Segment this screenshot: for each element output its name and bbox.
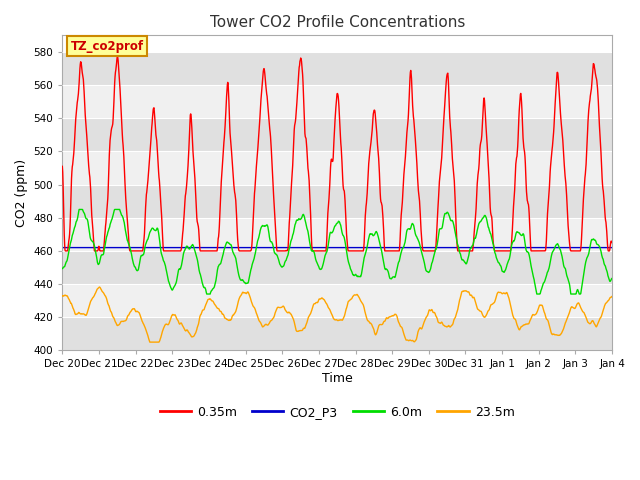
CO2_P3 bbox=[58, 245, 66, 251]
23.5m bbox=[243, 290, 251, 296]
X-axis label: Time: Time bbox=[322, 372, 353, 385]
6.0m bbox=[608, 276, 616, 281]
0.35m bbox=[58, 164, 66, 169]
6.0m bbox=[203, 291, 211, 297]
23.5m bbox=[423, 313, 431, 319]
6.0m bbox=[495, 260, 503, 266]
0.35m bbox=[608, 240, 616, 245]
0.35m bbox=[181, 198, 189, 204]
Line: 23.5m: 23.5m bbox=[62, 287, 612, 342]
Y-axis label: CO2 (ppm): CO2 (ppm) bbox=[15, 159, 28, 227]
6.0m bbox=[58, 266, 66, 272]
23.5m bbox=[168, 312, 176, 318]
6.0m bbox=[181, 247, 189, 252]
CO2_P3 bbox=[494, 245, 502, 251]
Bar bbox=[62, 118, 612, 151]
Text: TZ_co2prof: TZ_co2prof bbox=[70, 39, 144, 52]
0.35m bbox=[168, 248, 175, 254]
Bar bbox=[62, 185, 612, 218]
CO2_P3 bbox=[180, 245, 188, 251]
CO2_P3 bbox=[243, 245, 250, 251]
Bar bbox=[62, 151, 612, 185]
0.35m bbox=[543, 211, 551, 216]
0.35m bbox=[495, 248, 503, 254]
0.35m bbox=[113, 53, 121, 59]
6.0m bbox=[76, 206, 83, 212]
23.5m bbox=[543, 317, 551, 323]
23.5m bbox=[608, 293, 616, 299]
Bar bbox=[62, 52, 612, 85]
6.0m bbox=[243, 280, 251, 286]
CO2_P3 bbox=[168, 245, 175, 251]
23.5m bbox=[146, 339, 154, 345]
0.35m bbox=[243, 248, 250, 254]
CO2_P3 bbox=[422, 245, 430, 251]
Line: 6.0m: 6.0m bbox=[62, 209, 612, 294]
Line: 0.35m: 0.35m bbox=[62, 56, 612, 251]
6.0m bbox=[423, 269, 431, 275]
6.0m bbox=[168, 287, 175, 292]
23.5m bbox=[495, 289, 503, 295]
Title: Tower CO2 Profile Concentrations: Tower CO2 Profile Concentrations bbox=[209, 15, 465, 30]
CO2_P3 bbox=[608, 245, 616, 251]
CO2_P3 bbox=[543, 245, 550, 251]
Legend: 0.35m, CO2_P3, 6.0m, 23.5m: 0.35m, CO2_P3, 6.0m, 23.5m bbox=[155, 401, 520, 424]
0.35m bbox=[423, 248, 431, 254]
Bar bbox=[62, 218, 612, 251]
Bar bbox=[62, 85, 612, 118]
6.0m bbox=[543, 269, 551, 275]
23.5m bbox=[182, 328, 189, 334]
Bar bbox=[62, 317, 612, 350]
23.5m bbox=[95, 284, 103, 290]
0.35m bbox=[273, 248, 281, 254]
Bar bbox=[62, 284, 612, 317]
23.5m bbox=[58, 293, 66, 299]
Bar bbox=[62, 251, 612, 284]
